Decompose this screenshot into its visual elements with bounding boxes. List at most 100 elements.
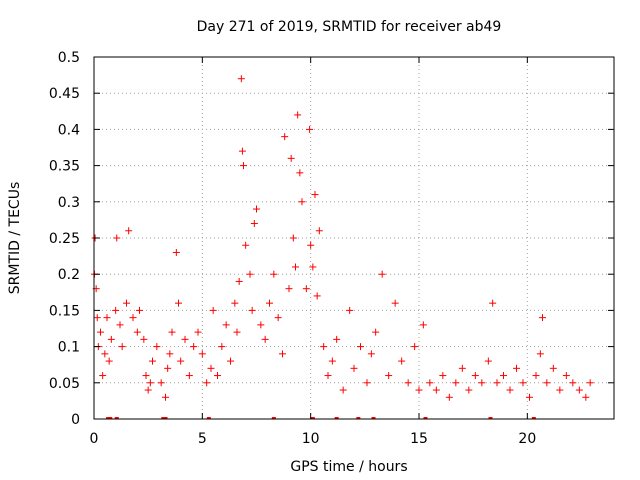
data-point [489, 299, 497, 307]
data-point [432, 386, 440, 394]
data-point [357, 343, 364, 351]
y-tick-label: 0.15 [49, 303, 80, 319]
data-point [113, 234, 121, 242]
data-point [294, 111, 302, 119]
data-point [285, 285, 293, 293]
data-point [419, 321, 427, 329]
data-point [153, 343, 161, 351]
data-point [116, 321, 124, 329]
y-tick-label: 0.25 [49, 231, 80, 247]
data-point [93, 314, 101, 322]
x-tick-label: 15 [410, 431, 428, 447]
data-point [350, 364, 358, 372]
data-point [363, 379, 371, 387]
data-point [140, 335, 148, 343]
data-point [177, 357, 185, 365]
data-point [445, 393, 453, 401]
x-tick-label: 20 [518, 431, 536, 447]
data-point [398, 357, 406, 365]
y-axis-label: SRMTID / TECUs [7, 182, 23, 295]
data-point [218, 343, 226, 351]
data-point [519, 379, 527, 387]
data-point [250, 220, 258, 228]
data-point [339, 386, 347, 394]
data-point [346, 306, 354, 314]
data-point [465, 386, 473, 394]
data-point [190, 343, 198, 351]
data-point [185, 372, 193, 380]
data-point [500, 372, 507, 380]
data-point [458, 364, 466, 372]
data-point [311, 191, 319, 199]
data-point [214, 372, 221, 380]
data-point [426, 379, 434, 387]
grid [94, 57, 614, 419]
data-point [292, 263, 299, 271]
data-point [536, 350, 544, 358]
y-tick-label: 0.45 [49, 86, 80, 102]
data-point [320, 343, 328, 351]
data-point [391, 299, 399, 307]
data-point [146, 379, 154, 387]
x-axis-label: GPS time / hours [290, 459, 407, 475]
data-point [298, 198, 306, 206]
data-point [302, 285, 310, 293]
data-point [562, 372, 570, 380]
data-point [242, 241, 250, 249]
data-point [266, 299, 273, 307]
data-point [484, 357, 492, 365]
data-point [296, 169, 304, 177]
data-point [101, 350, 109, 358]
data-point [367, 350, 375, 358]
y-tick-label: 0.5 [58, 50, 80, 66]
data-point [118, 343, 126, 351]
data-point [315, 227, 323, 235]
data-point [162, 393, 169, 401]
data-point [493, 379, 501, 387]
data-point [194, 328, 202, 336]
x-tick-label: 0 [90, 431, 99, 447]
data-point [270, 270, 278, 278]
data-point [144, 386, 152, 394]
data-point [478, 379, 486, 387]
y-tick-label: 0.35 [49, 159, 80, 175]
data-point [222, 321, 230, 329]
y-tick-label: 0 [71, 412, 80, 428]
axes: 0 0.05 0.1 0.15 0.2 0.25 0.3 0.35 0.4 0.45 0.5 0 5 10… [49, 50, 614, 447]
data-point [203, 379, 211, 387]
data-point [237, 75, 245, 83]
data-point [112, 306, 120, 314]
x-tick-label: 10 [302, 431, 320, 447]
data-point [164, 364, 172, 372]
data-point [198, 350, 206, 358]
data-point [253, 205, 260, 213]
data-points [90, 75, 594, 401]
data-point [123, 299, 130, 307]
data-point [439, 372, 447, 380]
chart-title: Day 271 of 2019, SRMTID for receiver ab4… [197, 19, 502, 35]
data-point [235, 277, 243, 285]
data-point [99, 372, 107, 380]
data-point [313, 292, 321, 300]
data-point [125, 227, 133, 235]
data-point [207, 364, 215, 372]
data-point [307, 241, 315, 249]
y-tick-label: 0.4 [58, 122, 80, 138]
data-point [324, 372, 332, 380]
data-point [105, 357, 113, 365]
data-point [149, 357, 156, 365]
data-point [582, 393, 590, 401]
y-tick-label: 0.2 [58, 267, 80, 283]
data-point [157, 379, 165, 387]
data-point [378, 270, 386, 278]
data-point [238, 147, 246, 155]
data-point [306, 125, 314, 133]
data-point [309, 263, 317, 271]
data-point [452, 379, 460, 387]
data-point [133, 328, 141, 336]
data-point [279, 350, 286, 358]
data-point [328, 357, 336, 365]
data-point [172, 248, 180, 256]
